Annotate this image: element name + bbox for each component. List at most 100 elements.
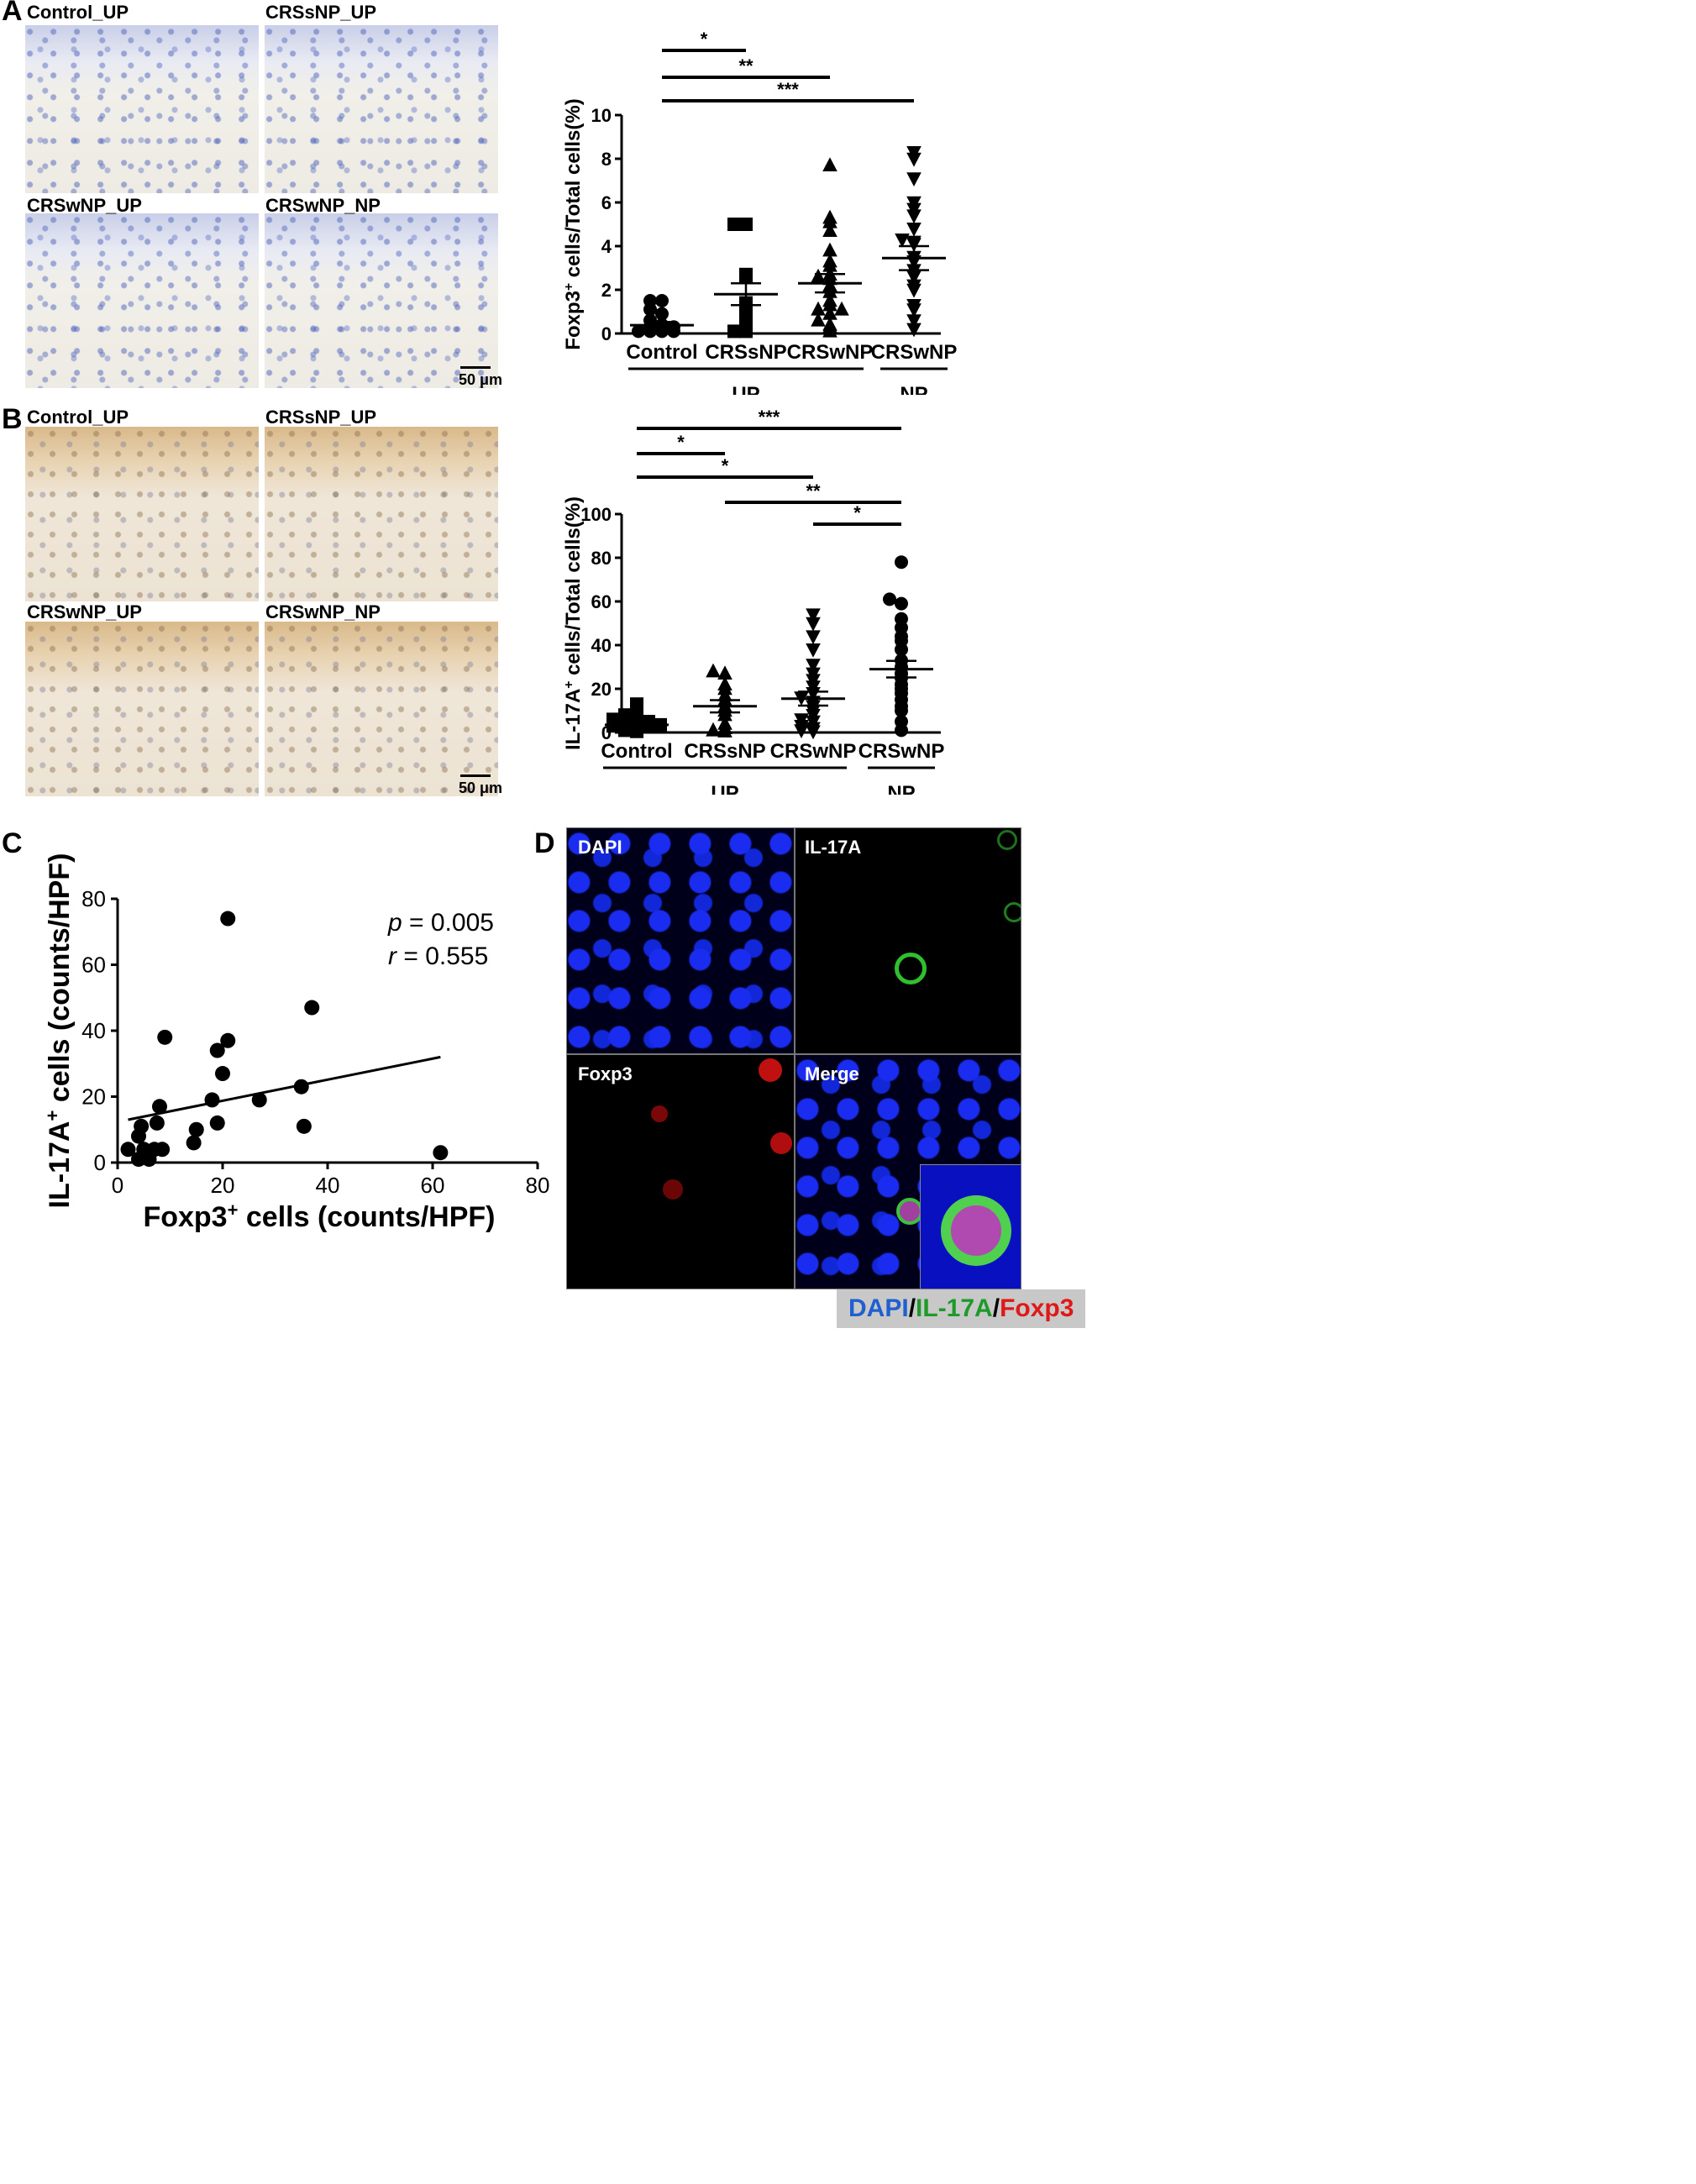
y-tick-label: 80 (591, 548, 612, 569)
data-point (822, 242, 837, 257)
data-point (811, 312, 826, 327)
micrograph-b-crswnp-up (25, 622, 259, 796)
data-point (304, 1000, 320, 1016)
micrograph-b-crssnp-up (265, 427, 498, 601)
legend-sep: / (992, 1294, 1000, 1322)
data-point (739, 267, 753, 281)
data-point (794, 713, 809, 727)
micrograph-label: CRSsNP_UP (265, 2, 377, 23)
group-label: UP (711, 782, 738, 795)
data-point (906, 279, 922, 294)
x-tick-label: CRSwNP (787, 341, 874, 364)
x-tick-label: CRSsNP (705, 341, 786, 364)
data-point (906, 314, 922, 328)
y-tick-label: 100 (580, 504, 612, 525)
x-tick-label: 0 (112, 1173, 123, 1198)
data-point (630, 710, 643, 724)
data-point (906, 172, 922, 186)
micrograph-label: Control_UP (27, 2, 129, 23)
data-point (706, 663, 721, 678)
data-point (433, 1145, 449, 1161)
data-point (906, 299, 922, 313)
significance-label: ** (738, 55, 753, 76)
data-point (822, 209, 837, 224)
data-point (155, 1142, 171, 1158)
panel-letter-c: C (2, 827, 23, 859)
y-tick-label: 10 (591, 105, 612, 126)
data-point (895, 715, 908, 728)
x-axis-label: Foxp3+ cells (counts/HPF) (143, 1200, 495, 1234)
data-point (215, 1066, 230, 1082)
significance-label: *** (759, 407, 780, 428)
micrograph-d-merge (795, 1054, 1021, 1289)
data-point (895, 234, 910, 248)
data-point (906, 323, 922, 338)
micrograph-a-crswnp-np (265, 213, 498, 388)
data-point (655, 307, 669, 321)
data-point (811, 301, 826, 316)
micrograph-d-foxp3 (566, 1054, 795, 1289)
data-point (204, 1092, 220, 1108)
data-point (822, 317, 837, 331)
legend-foxp3: Foxp3 (1000, 1294, 1074, 1322)
data-point (806, 630, 821, 645)
x-tick-label: Control (626, 341, 697, 364)
data-point (655, 294, 669, 307)
data-point (643, 294, 657, 307)
data-point (883, 592, 896, 606)
y-tick-label: 2 (601, 280, 612, 301)
data-point (618, 708, 632, 722)
micrograph-label: CRSwNP_UP (27, 195, 142, 216)
micrograph-a-crswnp-up (25, 213, 259, 388)
data-point (632, 324, 645, 339)
significance-label: ** (806, 480, 821, 501)
data-point (806, 667, 821, 682)
y-tick-label: 20 (81, 1084, 106, 1110)
data-point (209, 1042, 225, 1058)
data-point (157, 1029, 173, 1045)
micrograph-d-il17a (795, 827, 1021, 1054)
panel-letter-d: D (534, 827, 555, 859)
data-point (220, 1032, 236, 1048)
data-point (806, 617, 821, 632)
significance-label: * (677, 432, 685, 453)
y-tick-label: 4 (601, 236, 612, 257)
data-point (822, 306, 837, 320)
micrograph-d-dapi (566, 827, 795, 1054)
data-point (296, 1118, 312, 1134)
data-point (895, 555, 908, 570)
r-value: r = 0.555 (388, 942, 488, 970)
data-point (717, 716, 732, 730)
micrograph-label: IL-17A (805, 837, 862, 858)
p-value: p = 0.005 (387, 909, 494, 937)
micrograph-label: CRSwNP_NP (265, 601, 381, 622)
panel-letter-a: A (2, 0, 23, 27)
x-tick-label: Control (601, 740, 672, 763)
x-tick-label: CRSwNP (770, 740, 857, 763)
y-tick-label: 80 (81, 886, 106, 911)
significance-label: * (853, 502, 861, 523)
data-point (906, 223, 922, 237)
data-point (895, 612, 908, 626)
data-point (717, 665, 732, 680)
micrograph-b-control-up (25, 427, 259, 601)
data-point (727, 218, 741, 231)
data-point (188, 1121, 204, 1137)
micrograph-b-crswnp-np (265, 622, 498, 796)
data-point (822, 292, 837, 307)
y-tick-label: 60 (591, 591, 612, 612)
chart-a: 0 2 4 6 8 10 Foxp3+ cells/Total cells(%) Contro… (562, 29, 958, 395)
micrograph-label: Merge (805, 1063, 859, 1084)
y-axis-label: Foxp3+ cells/Total cells(%) (562, 98, 585, 349)
x-tick-label: CRSwNP (871, 341, 958, 364)
data-point (209, 1115, 225, 1131)
channel-legend: DAPI/IL-17A/Foxp3 (837, 1289, 1086, 1328)
micrograph-label: CRSwNP_NP (265, 195, 381, 216)
x-tick-label: 80 (526, 1173, 550, 1198)
data-point (717, 676, 732, 690)
group-label: UP (732, 383, 759, 395)
cell-red (663, 1179, 683, 1200)
scale-bar-label: 50 μm (459, 780, 503, 796)
micrograph-a-control-up (25, 25, 259, 193)
x-tick-label: 60 (421, 1173, 445, 1198)
